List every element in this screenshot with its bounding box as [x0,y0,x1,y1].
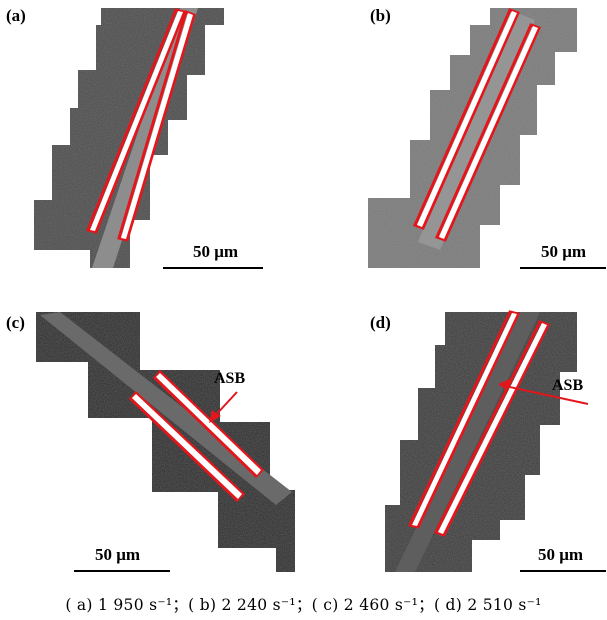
panel-b-band-outline-left [412,8,521,230]
panel-d-scale-bar-label: 50 μm [538,545,584,564]
panel-a-micrograph [34,8,224,268]
figure-caption: ( a) 1 950 s⁻¹；( b) 2 240 s⁻¹；( c) 2 460… [65,596,542,614]
panel-a-scale-bar-label: 50 μm [193,242,239,261]
panel-b-label: (b) [370,6,391,25]
panel-b-scale-bar [520,267,606,269]
panel-c-label: (c) [6,313,25,332]
panel-a-band-outline-right [117,10,196,242]
panel-b-shear-band [418,10,535,250]
panel-c-asb-label: ASB [214,370,246,387]
micrograph-figure: (a) (b) (c) (d) 50 μm 50 μm 50 μm 50 μm … [6,6,606,572]
panel-b-scale-bar-label: 50 μm [541,242,587,261]
panel-c-micrograph [36,312,295,572]
panel-d-scale-bar [520,570,606,572]
panel-c-scale-bar [74,570,170,572]
panel-c-shear-band [40,312,292,505]
panel-a-scale-bar [163,267,263,269]
panel-d-band-outline-right [433,320,551,537]
panel-d-micrograph [385,310,589,572]
panel-a-band-outline-left-inner [90,11,183,231]
panel-d-asb-arrowhead [498,379,510,391]
panel-d-band-outline-left [407,310,521,529]
panel-c-asb-arrowhead [209,410,221,423]
micrograph-svg [34,8,589,572]
panel-c-band-outline-bottom [128,390,246,503]
panel-b-band-outline-right [434,23,542,242]
panel-d-label: (d) [370,313,391,332]
panel-d-asb-arrow [504,385,589,405]
panel-c-band-outline-top [152,369,265,479]
panel-d-shear-band [395,312,540,572]
panel-d-asb-label: ASB [552,377,584,394]
panel-b-micrograph [368,8,577,268]
panel-a-band-outline-left [85,8,187,234]
panel-a-band-outline-right-inner [121,13,193,239]
panel-a-label: (a) [6,6,26,25]
panel-c-scale-bar-label: 50 μm [95,545,141,564]
